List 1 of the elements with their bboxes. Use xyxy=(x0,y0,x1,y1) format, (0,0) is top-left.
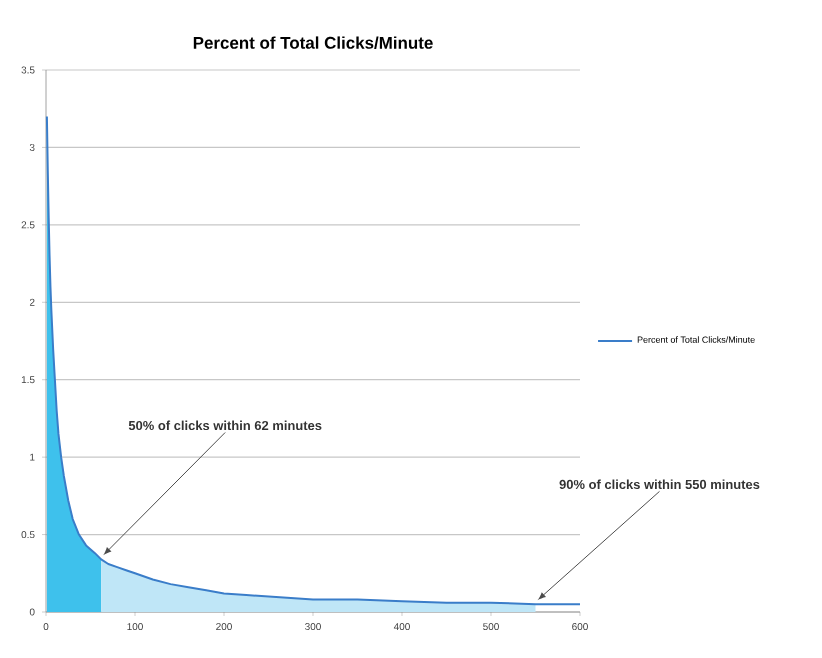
chart-title: Percent of Total Clicks/Minute xyxy=(193,36,433,50)
